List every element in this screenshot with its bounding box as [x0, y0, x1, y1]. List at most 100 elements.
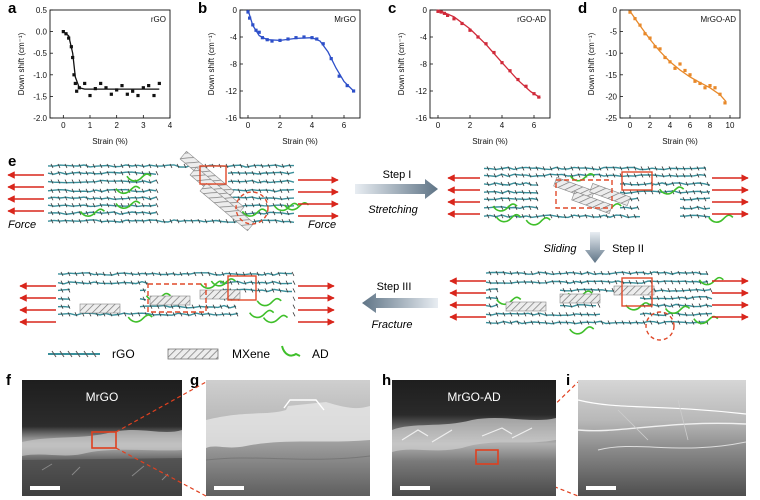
rgo-group [521, 166, 525, 171]
rgo-group [636, 189, 640, 195]
rgo-group [600, 320, 604, 325]
x-tick-label: 10 [726, 121, 735, 130]
rgo-group [251, 170, 255, 176]
data-point [698, 81, 702, 86]
rgo-group [57, 218, 61, 224]
rgo-group [148, 203, 152, 208]
rgo-group [250, 288, 254, 293]
data-point [315, 37, 319, 41]
rgo-group [285, 280, 289, 285]
y-tick-label: -16 [415, 114, 427, 123]
panel-label-b: b [198, 0, 208, 17]
rgo-group [488, 320, 492, 325]
sem-label-f: MrGO [85, 390, 119, 404]
rgo-group [593, 280, 597, 285]
rgo-group [689, 173, 693, 178]
rgo-group [570, 214, 574, 219]
highlight-box [199, 165, 227, 185]
rgo-group [249, 271, 253, 277]
rgo-group [95, 271, 99, 277]
rgo-group [636, 205, 640, 210]
rgo-group [523, 312, 527, 317]
rgo-group [500, 189, 504, 195]
rgo-group [569, 287, 573, 293]
rgo-group [689, 205, 693, 210]
rgo-group [67, 312, 71, 317]
rgo-group [514, 197, 518, 202]
rgo-group [706, 181, 710, 187]
rgo-sheet [139, 304, 237, 309]
rgo-group [493, 181, 497, 187]
rgo-group [507, 173, 511, 178]
mxene-sheet [571, 191, 613, 214]
rgo-group [633, 166, 637, 171]
data-point [508, 69, 512, 73]
rgo-group [689, 166, 693, 171]
rgo-group [535, 173, 539, 178]
rgo-group [502, 270, 506, 276]
rgo-sheet [483, 190, 539, 194]
data-point [436, 9, 440, 13]
data-point [653, 45, 657, 49]
rgo-group [78, 210, 82, 216]
highlight-circle [645, 311, 675, 341]
data-point [537, 95, 541, 99]
rgo-group [663, 295, 667, 301]
rgo-group [92, 203, 96, 208]
rgo-group [258, 188, 262, 193]
rgo-group [272, 196, 276, 201]
rgo-group [258, 179, 262, 184]
rgo-group [684, 295, 688, 301]
rgo-group [628, 270, 632, 276]
rgo-group [698, 295, 702, 301]
rgo-group [684, 270, 688, 276]
ad-chain [664, 305, 691, 314]
rgo-group [493, 197, 497, 202]
y-tick-label: -2.0 [33, 114, 47, 123]
sem-image-h: MrGO-AD [392, 380, 556, 496]
rgo-group [292, 288, 296, 293]
rgo-sheet [57, 305, 71, 308]
mxene-sheet [149, 295, 191, 306]
rgo-group [590, 287, 594, 293]
rgo-group [649, 312, 653, 317]
rgo-group [653, 287, 657, 293]
rgo-group [605, 173, 609, 178]
rgo-group [521, 205, 525, 210]
data-point [265, 38, 269, 42]
x-tick-label: 8 [708, 121, 713, 130]
chart-d: 0 -5 -10 -15 -20 -25 0 2 4 6 8 10 Strain (%) Down shi… [587, 6, 741, 146]
ad-chain [262, 314, 289, 324]
rgo-group [500, 205, 504, 210]
force-arrows-2-left [447, 174, 480, 218]
rgo-group [228, 312, 232, 317]
step3-arrow [362, 293, 438, 313]
rgo-group [190, 218, 194, 224]
rgo-group [488, 312, 492, 317]
ad-chain [199, 280, 225, 289]
data-point [516, 77, 520, 82]
plot-frame [619, 9, 741, 119]
rgo-group [551, 312, 555, 317]
rgo-group [565, 320, 569, 325]
rgo-group [67, 296, 71, 301]
rgo-group [278, 280, 282, 285]
data-point [88, 93, 92, 98]
data-point [643, 32, 647, 36]
y-tick-label: 0.0 [36, 28, 48, 37]
rgo-group [99, 163, 103, 169]
rgo-group [528, 173, 532, 178]
rgo-group [691, 295, 695, 301]
ad-chain [283, 202, 310, 211]
y-tick-label: -12 [225, 87, 237, 96]
rgo-group [689, 197, 693, 202]
x-axis-label: Strain (%) [472, 137, 508, 146]
data-point [147, 84, 151, 88]
rgo-group [207, 271, 211, 277]
rgo-group [284, 271, 288, 277]
rgo-group [88, 271, 92, 277]
rgo-group [113, 196, 117, 201]
rgo-group [253, 163, 257, 169]
y-tick-label: -20 [605, 92, 617, 101]
force-label-left: Force [8, 219, 36, 231]
